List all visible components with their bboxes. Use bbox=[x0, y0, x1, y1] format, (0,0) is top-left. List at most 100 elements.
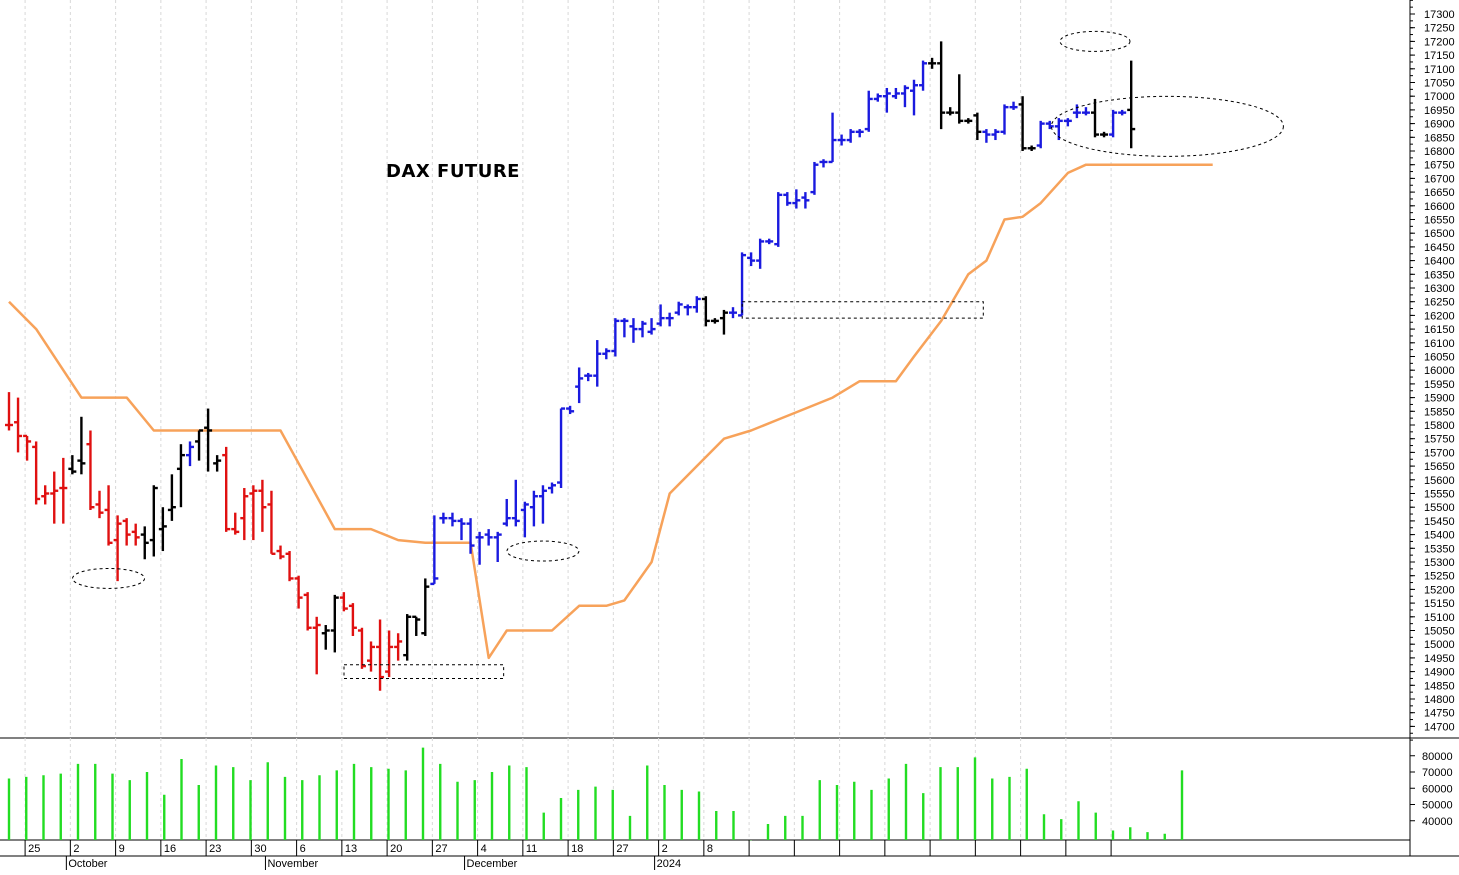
x-tick-label-3: 9 bbox=[119, 843, 125, 855]
ohlc-bar-14 bbox=[122, 518, 131, 546]
chart-title: DAX FUTURE bbox=[386, 161, 520, 182]
ohlc-bar-109 bbox=[982, 129, 991, 143]
x-tick-label-7: 6 bbox=[300, 843, 306, 855]
ohlc-bar-94 bbox=[846, 129, 855, 143]
ohlc-bar-77 bbox=[692, 296, 701, 313]
ohlc-bar-61 bbox=[548, 482, 556, 494]
month-label-3: December bbox=[467, 858, 518, 870]
ohlc-bar-91 bbox=[819, 159, 828, 168]
ohlc-bar-1 bbox=[5, 392, 13, 431]
ohlc-bar-62 bbox=[557, 407, 566, 489]
ohlc-bar-84 bbox=[756, 238, 765, 269]
x-tick-label-12: 11 bbox=[526, 843, 537, 855]
ohlc-bar-45 bbox=[403, 614, 412, 661]
y-tick-label-23: 15800 bbox=[1424, 420, 1455, 432]
y-tick-label-44: 16850 bbox=[1424, 132, 1455, 144]
x-tick-label-9: 20 bbox=[390, 843, 402, 855]
ohlc-bar-96 bbox=[864, 90, 873, 132]
y-tick-label-14: 15350 bbox=[1424, 543, 1455, 555]
ohlc-bar-54 bbox=[484, 529, 493, 546]
y-tick-label-13: 15300 bbox=[1424, 557, 1455, 569]
x-tick-label-8: 13 bbox=[345, 843, 357, 855]
x-tick-label-15: 2 bbox=[662, 843, 668, 855]
y-tick-label-32: 16250 bbox=[1424, 297, 1455, 309]
ohlc-bar-6 bbox=[50, 471, 59, 524]
ohlc-bar-115 bbox=[1036, 120, 1045, 149]
y-tick-label-45: 16900 bbox=[1424, 119, 1455, 131]
annotation-box-2 bbox=[741, 301, 984, 319]
y-tick-label-5: 14900 bbox=[1424, 667, 1455, 679]
ohlc-bar-99 bbox=[891, 87, 900, 99]
x-tick-label-6: 30 bbox=[254, 843, 266, 855]
ohlc-bar-72 bbox=[647, 318, 656, 335]
y-tick-label-51: 17200 bbox=[1424, 36, 1455, 48]
x-tick-label-2: 2 bbox=[73, 843, 79, 855]
y-tick-label-25: 15900 bbox=[1424, 393, 1455, 405]
ohlc-bar-43 bbox=[385, 630, 394, 678]
ohlc-bar-110 bbox=[991, 129, 1000, 141]
ohlc-bar-59 bbox=[529, 490, 538, 527]
ohlc-bar-56 bbox=[502, 498, 511, 527]
y-tick-label-17: 15500 bbox=[1424, 502, 1455, 514]
ohlc-bar-120 bbox=[1081, 107, 1090, 116]
ohlc-bar-65 bbox=[584, 372, 593, 382]
y-tick-label-22: 15750 bbox=[1424, 434, 1455, 446]
ohlc-bar-101 bbox=[910, 79, 918, 116]
ohlc-bar-103 bbox=[928, 57, 937, 69]
x-tick-label-11: 4 bbox=[481, 843, 487, 855]
ohlc-bar-20 bbox=[176, 444, 185, 508]
vol-y-tick-label-4: 70000 bbox=[1422, 767, 1453, 779]
ohlc-bar-118 bbox=[1063, 118, 1072, 127]
ohlc-bar-97 bbox=[873, 93, 882, 102]
ohlc-bar-60 bbox=[538, 485, 547, 524]
ohlc-bar-55 bbox=[493, 531, 502, 562]
y-tick-label-10: 15150 bbox=[1424, 598, 1455, 610]
y-tick-label-33: 16300 bbox=[1424, 283, 1455, 295]
ohlc-bar-88 bbox=[792, 189, 801, 209]
ohlc-bar-10 bbox=[86, 430, 95, 510]
ohlc-bar-57 bbox=[511, 479, 520, 527]
y-tick-label-20: 15650 bbox=[1424, 461, 1455, 473]
y-tick-label-52: 17250 bbox=[1424, 23, 1455, 35]
ohlc-bar-95 bbox=[855, 129, 864, 138]
annotation-ellipse-3 bbox=[1059, 30, 1131, 52]
ohlc-bar-51 bbox=[457, 518, 466, 541]
ohlc-bar-11 bbox=[95, 490, 104, 519]
y-tick-label-11: 15200 bbox=[1424, 584, 1455, 596]
ohlc-bar-80 bbox=[719, 309, 728, 335]
y-tick-label-9: 15100 bbox=[1424, 612, 1455, 624]
y-tick-label-2: 14750 bbox=[1424, 708, 1455, 720]
y-tick-label-43: 16800 bbox=[1424, 146, 1455, 158]
ohlc-bar-73 bbox=[656, 304, 665, 327]
vol-y-tick-label-3: 60000 bbox=[1422, 783, 1453, 795]
stop-line-1 bbox=[8, 163, 1213, 660]
ohlc-bar-105 bbox=[946, 107, 955, 116]
ohlc-bar-106 bbox=[955, 74, 964, 124]
y-tick-label-24: 15850 bbox=[1424, 406, 1455, 418]
ohlc-bar-58 bbox=[520, 501, 529, 538]
ohlc-bar-23 bbox=[204, 408, 213, 472]
ohlc-bar-81 bbox=[729, 307, 737, 319]
ohlc-bar-5 bbox=[41, 485, 50, 505]
y-tick-label-15: 15400 bbox=[1424, 530, 1455, 542]
y-tick-label-49: 17100 bbox=[1424, 64, 1455, 76]
ohlc-bar-98 bbox=[882, 87, 891, 113]
ohlc-bar-47 bbox=[421, 578, 430, 636]
ohlc-bar-2 bbox=[14, 397, 23, 453]
x-tick-label-16: 8 bbox=[707, 843, 713, 855]
ohlc-bar-107 bbox=[964, 118, 973, 124]
y-tick-label-34: 16350 bbox=[1424, 269, 1455, 281]
x-tick-label-10: 27 bbox=[435, 843, 447, 855]
x-tick-label-4: 16 bbox=[164, 843, 176, 855]
ohlc-bar-15 bbox=[131, 523, 140, 546]
ohlc-bar-39 bbox=[348, 603, 357, 636]
ohlc-bar-108 bbox=[973, 112, 982, 141]
ohlc-bar-79 bbox=[710, 318, 719, 324]
y-tick-label-37: 16500 bbox=[1424, 228, 1455, 240]
ohlc-bar-70 bbox=[629, 318, 638, 343]
x-tick-label-13: 18 bbox=[571, 843, 583, 855]
ohlc-bar-21 bbox=[186, 441, 194, 467]
y-tick-label-16: 15450 bbox=[1424, 516, 1455, 528]
ohlc-bar-74 bbox=[665, 312, 674, 327]
